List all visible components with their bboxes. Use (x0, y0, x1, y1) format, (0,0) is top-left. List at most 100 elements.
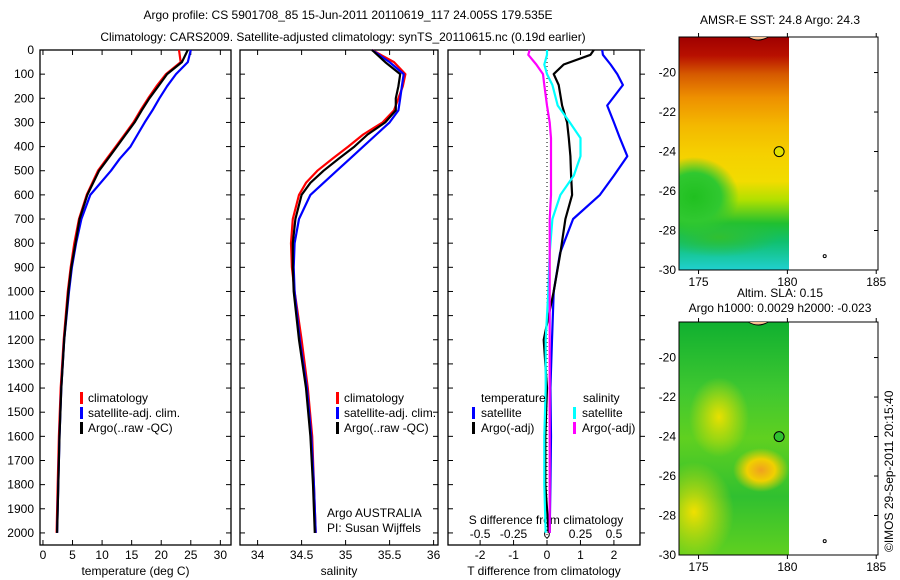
map-frame (678, 321, 879, 556)
legend-swatch (336, 422, 339, 434)
s-tick-label: -0.25 (500, 527, 528, 541)
x-tick-label: 15 (125, 548, 139, 562)
legend-swatch (80, 422, 83, 434)
series-line-argo-raw-qc- (56, 49, 189, 533)
series-line-t-satellite (548, 49, 629, 533)
lat-label: -26 (659, 469, 677, 483)
legend-swatch (472, 407, 475, 419)
float-annotation: Argo AUSTRALIA (327, 506, 422, 520)
lon-label: 175 (689, 560, 709, 574)
lat-label: -30 (659, 548, 677, 562)
x-tick-label: 0 (40, 548, 47, 562)
lat-label: -28 (659, 224, 677, 238)
s-tick-label: 0.25 (569, 527, 593, 541)
lat-label: -30 (659, 263, 677, 277)
legend-label: satellite-adj. clim. (344, 406, 436, 420)
sla-map-field (679, 322, 789, 555)
panel-frame-temperature (39, 49, 232, 546)
legend-header: salinity (583, 391, 620, 405)
x-tick-label: 10 (95, 548, 109, 562)
x-tick-label: 36 (427, 548, 441, 562)
lon-label: 180 (777, 275, 797, 289)
legend-swatch (336, 392, 339, 404)
y-tick-label: 900 (14, 260, 34, 274)
legend-label: Argo(-adj) (582, 421, 635, 435)
map-title: Altim. SLA: 0.15 (737, 286, 823, 300)
map-frame (678, 36, 879, 271)
argo-location-marker (773, 431, 785, 443)
y-tick-label: 1300 (7, 357, 34, 371)
series-line-t-argo-adj- (542, 49, 595, 533)
lat-label: -24 (659, 145, 677, 159)
x-tick-label: 5 (69, 548, 76, 562)
title-line-1: Argo profile: CS 5901708_85 15-Jun-2011 … (144, 8, 553, 22)
map-title: AMSR-E SST: 24.8 Argo: 24.3 (700, 13, 860, 27)
legend-swatch (573, 422, 576, 434)
y-tick-label: 100 (14, 67, 34, 81)
sst-map-field (679, 37, 789, 270)
legend-header: temperature (481, 391, 546, 405)
lat-label: -22 (659, 105, 677, 119)
y-tick-label: 1400 (7, 381, 34, 395)
legend-label: satellite (582, 406, 623, 420)
y-tick-label: 400 (14, 140, 34, 154)
series-line-s-argo-adj- (527, 49, 553, 533)
legend-label: satellite-adj. clim. (88, 406, 180, 420)
series-line-climatology (55, 49, 182, 533)
panel-frame-salinity (239, 49, 439, 546)
lat-label: -20 (659, 351, 677, 365)
coastline-island (748, 321, 769, 326)
y-tick-label: 500 (14, 164, 34, 178)
island-marker (822, 539, 827, 544)
x-tick-label: -2 (475, 548, 486, 562)
legend-label: Argo(..raw -QC) (344, 421, 429, 435)
lon-label: 185 (866, 560, 886, 574)
x-tick-label: 34 (251, 548, 265, 562)
y-tick-label: 1500 (7, 405, 34, 419)
s-tick-label: 0 (544, 527, 551, 541)
x-tick-label: 35 (339, 548, 353, 562)
lat-label: -24 (659, 430, 677, 444)
legend-swatch (573, 407, 576, 419)
y-tick-label: 800 (14, 236, 34, 250)
legend-label: climatology (88, 391, 148, 405)
legend-label: Argo(-adj) (481, 421, 534, 435)
lat-label: -28 (659, 509, 677, 523)
lon-label: 175 (689, 275, 709, 289)
title-line-2: Climatology: CARS2009. Satellite-adjuste… (100, 30, 585, 44)
y-tick-label: 1200 (7, 333, 34, 347)
x-tick-label: -1 (508, 548, 519, 562)
legend-label: Argo(..raw -QC) (88, 421, 173, 435)
lat-label: -20 (659, 66, 677, 80)
lon-label: 180 (777, 560, 797, 574)
legend-swatch (336, 407, 339, 419)
x-tick-label: 2 (611, 548, 618, 562)
y-tick-label: 1900 (7, 502, 34, 516)
series-line-s-satellite (543, 50, 582, 533)
s-tick-label: -0.5 (470, 527, 491, 541)
x-axis-label: temperature (deg C) (81, 564, 189, 578)
y-tick-label: 700 (14, 212, 34, 226)
series-line-argo-raw-qc- (291, 49, 402, 533)
legend-swatch (80, 407, 83, 419)
lat-label: -22 (659, 390, 677, 404)
y-tick-label: 300 (14, 115, 34, 129)
imos-watermark: ©IMOS 29-Sep-2011 20:15:40 (882, 390, 896, 552)
y-tick-label: 2000 (7, 526, 34, 540)
legend-swatch (472, 422, 475, 434)
s-tick-label: 0.5 (606, 527, 623, 541)
x-tick-label: 34.5 (290, 548, 314, 562)
series-line-satellite-adj-clim- (292, 49, 405, 533)
x-axis-label: T difference from climatology (467, 564, 621, 578)
y-tick-label: 1800 (7, 478, 34, 492)
legend-label: satellite (481, 406, 522, 420)
argo-location-marker (773, 146, 785, 158)
y-tick-label: 0 (27, 43, 34, 57)
lon-label: 185 (866, 275, 886, 289)
x-axis-label: salinity (321, 564, 358, 578)
y-tick-label: 200 (14, 91, 34, 105)
legend-label: climatology (344, 391, 404, 405)
x-tick-label: 30 (214, 548, 228, 562)
